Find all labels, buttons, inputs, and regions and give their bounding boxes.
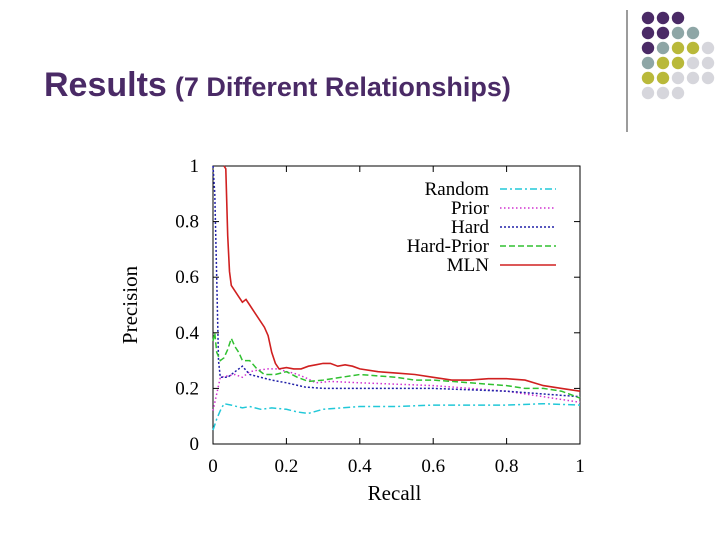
decorative-dot [656, 71, 670, 85]
x-axis-label: Recall [368, 481, 422, 505]
decorative-dot [671, 11, 685, 25]
decorative-dot [656, 11, 670, 25]
slide-title-main: Results [44, 66, 167, 104]
y-axis-label: Precision [118, 265, 142, 344]
decorative-dot [656, 56, 670, 70]
decorative-dot [686, 41, 700, 55]
decorative-dot [656, 86, 670, 100]
decorative-dot [686, 71, 700, 85]
y-tick-label: 0 [190, 434, 200, 455]
y-tick-label: 0.8 [175, 212, 199, 233]
decorative-dot [656, 26, 670, 40]
legend-label-hard: Hard [451, 217, 489, 238]
x-tick-label: 0.6 [421, 456, 445, 477]
decorative-dot [671, 71, 685, 85]
decorative-dot [686, 26, 700, 40]
legend-label-random: Random [425, 179, 490, 200]
decorative-dot [701, 71, 715, 85]
decorative-dot [671, 86, 685, 100]
decorative-dot [641, 71, 655, 85]
legend-label-mln: MLN [447, 255, 490, 276]
y-tick-label: 0.4 [175, 323, 199, 344]
decorative-dot [641, 56, 655, 70]
x-tick-label: 0.4 [348, 456, 372, 477]
decorative-dot [641, 41, 655, 55]
decorative-dot [656, 41, 670, 55]
decorative-dot [686, 56, 700, 70]
y-tick-label: 0.6 [175, 267, 199, 288]
legend-label-hard-prior: Hard-Prior [407, 236, 490, 257]
decorative-dot [701, 41, 715, 55]
slide-title-sub: (7 Different Relationships) [174, 72, 511, 102]
series-line-hard-prior [212, 332, 581, 399]
legend-label-prior: Prior [451, 198, 490, 219]
x-tick-label: 0 [208, 456, 218, 477]
decorative-dot [671, 26, 685, 40]
decorative-dot [641, 26, 655, 40]
series-line-mln [223, 165, 581, 392]
plot-frame [212, 165, 581, 445]
decorative-dot [671, 41, 685, 55]
series-line-random [212, 402, 581, 431]
series-line-hard [212, 165, 581, 398]
y-tick-label: 0.2 [175, 378, 199, 399]
y-tick-label: 1 [190, 156, 200, 177]
decorative-dot [671, 56, 685, 70]
x-tick-label: 0.2 [275, 456, 299, 477]
x-tick-label: 1 [575, 456, 585, 477]
decorative-dot [701, 56, 715, 70]
decorative-dot [641, 86, 655, 100]
decorative-dot [641, 11, 655, 25]
x-tick-label: 0.8 [495, 456, 519, 477]
slide-title: Results (7 Different Relationships) [44, 66, 511, 105]
series-line-prior [212, 368, 581, 411]
